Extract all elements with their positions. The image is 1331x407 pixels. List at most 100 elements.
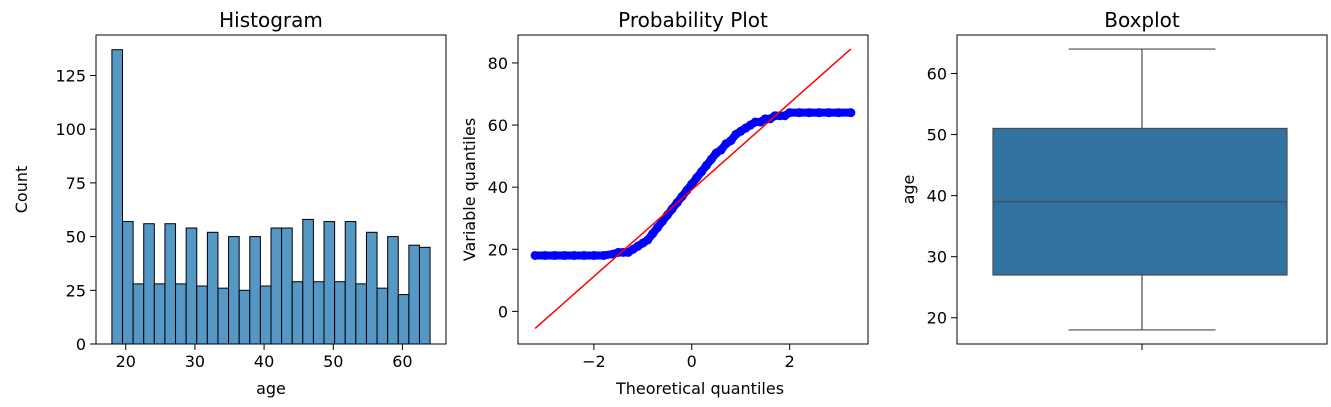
probability-plot-point	[697, 167, 707, 177]
histogram-y-tick-label: 50	[66, 228, 86, 247]
histogram-bar	[365, 231, 378, 345]
histogram-y-tick-label: 0	[76, 335, 86, 354]
probability-plot-point	[814, 108, 824, 118]
histogram-bar	[344, 221, 357, 345]
histogram-panel: 20 30 40 50 60 0 25 50 75 100 125 Histogram age C…	[12, 8, 447, 398]
probability-plot-title: Probability Plot	[618, 8, 768, 32]
probability-plot-x-tick-label: 0	[687, 352, 697, 371]
histogram-bar	[122, 221, 134, 345]
probability-plot-x-tick-label: −2	[582, 352, 606, 371]
boxplot-box-group	[992, 48, 1288, 331]
histogram-bar	[175, 283, 187, 345]
probability-plot-y-tick-label: 80	[488, 54, 508, 73]
histogram-bar	[334, 281, 346, 345]
histogram-bar	[312, 281, 325, 345]
probability-plot-point	[569, 250, 579, 260]
probability-plot-point	[530, 250, 540, 260]
probability-plot-point	[687, 179, 697, 189]
probability-plot-point	[701, 160, 711, 170]
probability-plot-y-tick-label: 60	[488, 116, 508, 135]
histogram-bar	[408, 244, 420, 345]
probability-plot-y-ticks: 0 20 40 60 80	[488, 54, 518, 321]
probability-plot-y-tick-label: 20	[488, 240, 508, 259]
histogram-bar	[238, 289, 251, 345]
histogram-bar	[291, 281, 304, 345]
boxplot-y-ticks: 20 30 40 50 60	[927, 64, 957, 328]
probability-plot-x-tick-label: 2	[785, 352, 795, 371]
histogram-bar	[418, 246, 431, 345]
boxplot-y-label: age	[899, 175, 918, 205]
histogram-bar	[132, 283, 145, 345]
probability-plot-y-label: Variable quantiles	[460, 118, 479, 261]
probability-plot-x-ticks: −2 0 2	[582, 344, 795, 371]
probability-plot-point	[716, 145, 726, 155]
probability-plot-point	[692, 173, 702, 183]
histogram-bar	[164, 223, 177, 345]
probability-plot-point	[589, 250, 599, 260]
boxplot-y-tick-label: 50	[927, 126, 947, 145]
histogram-bar	[185, 227, 198, 345]
probability-plot-y-tick-label: 40	[488, 178, 508, 197]
probability-plot-panel: −2 0 2 0 20 40 60 80 Probability Plot Theoreti…	[460, 8, 869, 398]
histogram-bar	[228, 236, 240, 345]
histogram-y-label: Count	[12, 166, 31, 214]
histogram-bar	[111, 49, 124, 345]
probability-plot-point	[846, 108, 856, 118]
probability-plot-point	[599, 250, 609, 260]
histogram-x-tick-label: 60	[392, 352, 412, 371]
histogram-frame	[95, 34, 447, 345]
histogram-bar	[153, 283, 166, 345]
probability-plot-point	[794, 108, 804, 118]
probability-plot-point	[706, 154, 716, 164]
histogram-bar	[196, 285, 208, 345]
histogram-x-label: age	[256, 379, 286, 398]
probability-plot-x-label: Theoretical quantiles	[615, 379, 784, 398]
histogram-bar	[217, 287, 230, 345]
histogram-y-ticks: 0 25 50 75 100 125	[55, 66, 96, 354]
histogram-bar	[355, 283, 367, 345]
probability-plot-point	[834, 108, 844, 118]
boxplot-title: Boxplot	[1104, 8, 1180, 32]
probability-plot-point	[785, 108, 795, 118]
histogram-x-tick-label: 20	[116, 352, 136, 371]
histogram-bar	[387, 236, 399, 345]
histogram-bar	[376, 287, 389, 345]
probability-plot-point	[726, 136, 736, 146]
probability-plot-frame	[517, 34, 869, 345]
probability-plot-point	[657, 216, 667, 226]
histogram-x-tick-label: 50	[323, 352, 343, 371]
probability-plot-points	[530, 108, 856, 260]
boxplot-y-tick-label: 40	[927, 187, 947, 206]
probability-plot-point	[648, 229, 658, 239]
histogram-bar	[397, 294, 410, 345]
histogram-bar	[302, 218, 314, 345]
histogram-bar	[323, 221, 336, 345]
histogram-y-tick-label: 125	[55, 66, 86, 85]
histogram-bar	[259, 285, 272, 345]
probability-plot-y-tick-label: 0	[498, 302, 508, 321]
probability-plot-point	[579, 250, 589, 260]
histogram-x-ticks: 20 30 40 50 60	[116, 344, 413, 371]
probability-plot-point	[824, 108, 834, 118]
boxplot-y-tick-label: 30	[927, 248, 947, 267]
probability-plot-point	[540, 250, 550, 260]
histogram-y-tick-label: 75	[66, 174, 86, 193]
histogram-title: Histogram	[219, 8, 323, 32]
probability-plot-point	[560, 250, 570, 260]
histogram-bar	[249, 236, 261, 345]
histogram-bar	[281, 227, 293, 345]
probability-plot-point	[550, 250, 560, 260]
histogram-bar	[143, 223, 155, 345]
probability-plot-point	[653, 223, 663, 233]
probability-plot-fit-line	[534, 48, 852, 330]
boxplot-panel: 20 30 40 50 60 Boxplot age	[899, 8, 1328, 350]
probability-plot-point	[643, 235, 653, 245]
probability-plot-point	[804, 108, 814, 118]
probability-plot-point	[667, 204, 677, 214]
histogram-y-tick-label: 25	[66, 281, 86, 300]
boxplot-y-tick-label: 20	[927, 309, 947, 328]
histogram-x-tick-label: 40	[254, 352, 274, 371]
histogram-y-tick-label: 100	[55, 120, 86, 139]
probability-plot-point	[677, 191, 687, 201]
